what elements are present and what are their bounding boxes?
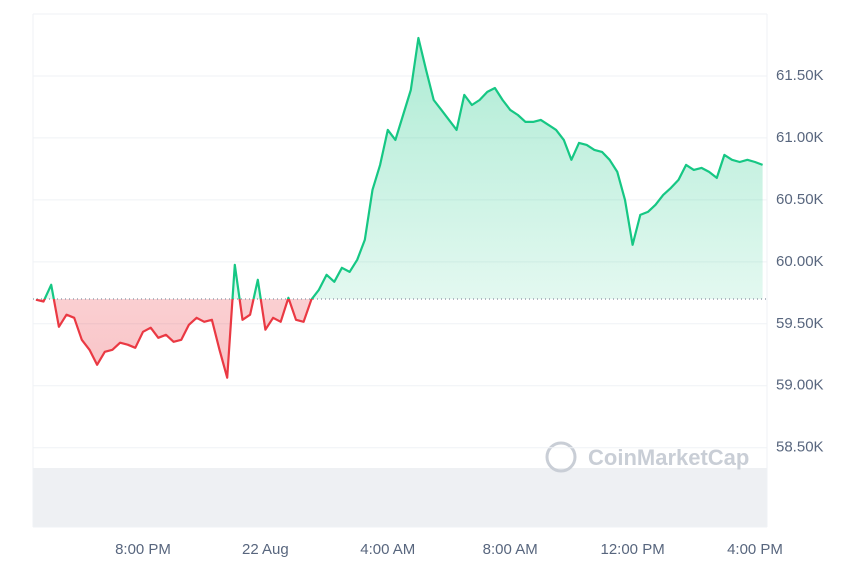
y-tick-label: 59.00K	[776, 377, 824, 394]
watermark: CoinMarketCap	[545, 441, 749, 473]
watermark-logo	[545, 441, 577, 473]
price-line-up	[36, 36, 763, 299]
y-tick-label: 61.00K	[776, 129, 824, 146]
y-tick-label: 58.50K	[776, 439, 824, 456]
watermark-text: CoinMarketCap	[588, 445, 749, 470]
x-tick-label: 8:00 AM	[483, 541, 538, 558]
y-tick-label: 60.00K	[776, 253, 824, 270]
volume-band	[33, 468, 767, 527]
x-tick-label: 22 Aug	[242, 541, 289, 558]
y-tick-label: 60.50K	[776, 191, 824, 208]
x-tick-label: 4:00 PM	[727, 541, 783, 558]
y-tick-label: 59.50K	[776, 315, 824, 332]
x-tick-label: 4:00 AM	[360, 541, 415, 558]
y-tick-label: 61.50K	[776, 67, 824, 84]
x-tick-label: 8:00 PM	[115, 541, 171, 558]
x-tick-label: 12:00 PM	[600, 541, 664, 558]
area-up	[35, 38, 763, 299]
price-line-down	[35, 299, 314, 379]
area-down	[35, 299, 763, 378]
